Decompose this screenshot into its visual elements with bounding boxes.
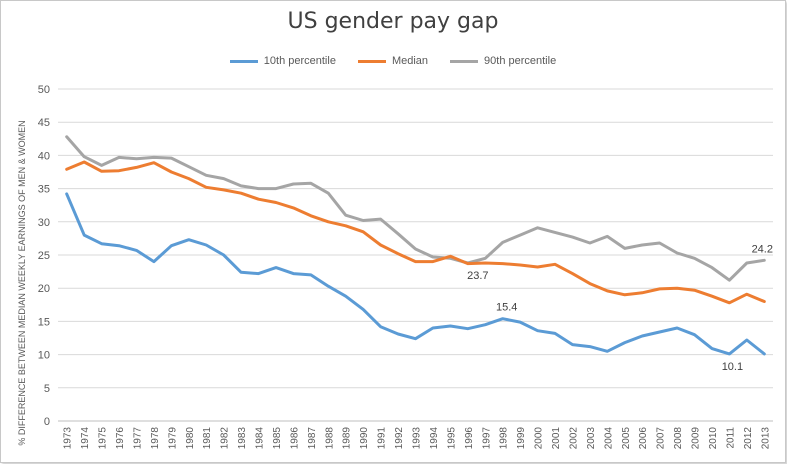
y-tick-label: 25 — [38, 250, 50, 262]
y-tick-label: 20 — [38, 283, 50, 295]
x-tick-label: 1978 — [150, 427, 161, 450]
data-label: 24.2 — [752, 243, 773, 255]
x-tick-label: 1987 — [307, 427, 318, 450]
x-tick-label: 1995 — [446, 427, 457, 450]
x-tick-label: 1986 — [289, 427, 300, 450]
x-tick-label: 1996 — [464, 427, 475, 450]
x-tick-label: 1993 — [412, 427, 423, 450]
legend-label-90th-percentile: 90th percentile — [484, 55, 557, 67]
x-tick-label: 2002 — [568, 427, 579, 450]
legend-swatch-median — [357, 59, 386, 63]
data-label: 10.1 — [722, 361, 743, 373]
x-tick-label: 2005 — [621, 427, 632, 450]
legend-item-90th-percentile: 90th percentile — [450, 55, 556, 67]
x-tick-label: 2011 — [725, 427, 736, 449]
y-tick-label: 50 — [38, 84, 50, 96]
legend-item-10th-percentile: 10th percentile — [229, 55, 336, 67]
data-label: 15.4 — [496, 302, 517, 314]
legend: 10th percentile Median 90th percentile — [1, 55, 785, 67]
x-tick-label: 2007 — [656, 427, 667, 450]
x-tick-label: 2006 — [638, 427, 649, 450]
x-tick-label: 2013 — [760, 427, 771, 450]
x-tick-label: 1988 — [324, 427, 335, 450]
legend-label-median: Median — [391, 55, 429, 67]
legend-label-10th-percentile: 10th percentile — [263, 55, 336, 67]
chart-title: US gender pay gap — [287, 9, 499, 34]
y-tick-label: 35 — [38, 184, 50, 196]
x-axis-ticks: 1973 1974 1975 1976 1977 1978 1979 1980 1981 1982… — [63, 427, 772, 450]
x-tick-label: 2001 — [551, 427, 562, 450]
y-tick-label: 40 — [38, 150, 50, 162]
legend-item-median: Median — [357, 55, 429, 67]
y-tick-label: 30 — [38, 217, 50, 229]
x-tick-label: 1997 — [481, 427, 492, 450]
data-labels: 23.7 15.4 10.1 24.2 — [467, 243, 773, 373]
gridlines — [58, 88, 773, 422]
x-tick-label: 1976 — [115, 427, 126, 450]
x-tick-label: 1982 — [220, 427, 231, 450]
x-tick-label: 1999 — [516, 427, 527, 450]
x-tick-label: 1994 — [429, 427, 440, 450]
x-tick-label: 1981 — [202, 427, 213, 450]
x-tick-label: 2000 — [534, 427, 545, 450]
y-tick-label: 10 — [38, 350, 50, 362]
x-tick-label: 1980 — [185, 427, 196, 450]
x-tick-label: 2010 — [708, 427, 719, 450]
x-tick-label: 1983 — [237, 427, 248, 450]
x-tick-label: 1990 — [359, 427, 370, 450]
legend-swatch-90th-percentile — [450, 59, 479, 63]
x-tick-label: 1975 — [98, 427, 109, 450]
y-tick-label: 15 — [38, 316, 50, 328]
x-tick-label: 1989 — [342, 427, 353, 450]
x-tick-label: 1979 — [167, 427, 178, 450]
x-tick-label: 2003 — [586, 427, 597, 450]
y-tick-label: 5 — [44, 383, 50, 395]
y-tick-label: 45 — [38, 117, 50, 129]
x-tick-label: 2009 — [691, 427, 702, 450]
x-tick-label: 1973 — [63, 427, 74, 450]
series-line-90th-percentile — [65, 135, 766, 282]
y-axis-ticks: 0 5 10 15 20 25 30 35 40 45 50 — [38, 84, 50, 428]
y-axis-label: % DIFFERENCE BETWEEN MEDIAN WEEKLY EARNI… — [17, 120, 27, 445]
legend-swatch-10th-percentile — [229, 59, 258, 63]
data-label: 23.7 — [467, 270, 488, 282]
x-tick-label: 2004 — [603, 427, 614, 450]
x-tick-label: 1977 — [132, 427, 143, 450]
series-lines — [65, 135, 766, 356]
x-tick-label: 1984 — [255, 427, 266, 450]
x-tick-label: 1998 — [499, 427, 510, 450]
x-tick-label: 1992 — [394, 427, 405, 450]
x-tick-label: 2008 — [673, 427, 684, 450]
x-tick-label: 1974 — [80, 427, 91, 450]
series-line-10th-percentile — [65, 192, 766, 356]
y-tick-label: 0 — [44, 416, 50, 428]
x-tick-label: 1985 — [272, 427, 283, 450]
x-tick-label: 2012 — [743, 427, 754, 450]
series-line-median — [65, 160, 766, 305]
x-tick-label: 1991 — [377, 427, 388, 450]
